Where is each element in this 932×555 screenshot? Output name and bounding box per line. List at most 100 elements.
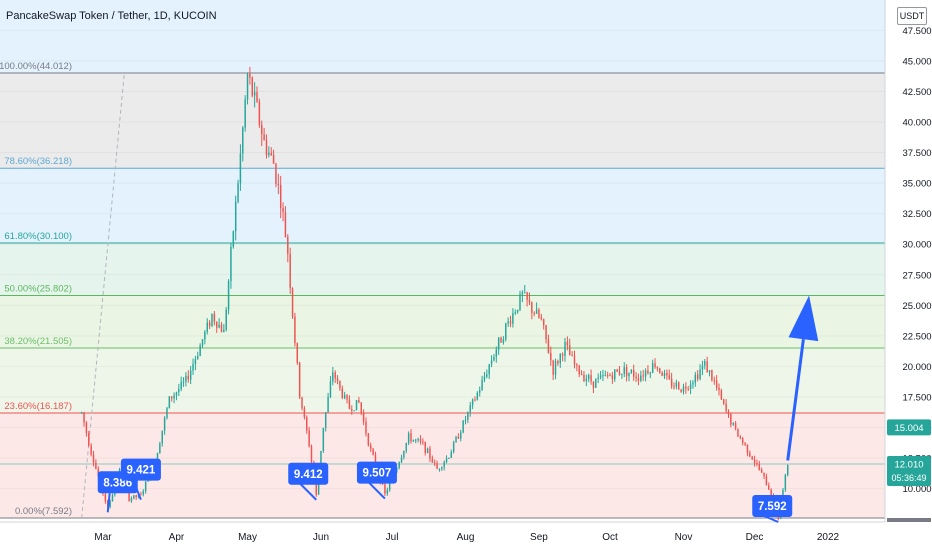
candle-body <box>478 390 481 393</box>
candle-body <box>85 422 88 434</box>
candle-body <box>739 436 742 439</box>
y-tick-label: 20.000 <box>902 362 931 373</box>
candle-body <box>448 457 450 459</box>
y-tick-label: 30.000 <box>902 240 931 251</box>
candle-body <box>419 439 422 442</box>
candle-body <box>644 370 647 377</box>
candle-body <box>749 452 751 457</box>
candle-body <box>685 386 687 389</box>
candle-body <box>433 462 436 464</box>
arrow-head <box>788 295 819 342</box>
candle-body <box>519 294 521 310</box>
candle-body <box>675 382 678 387</box>
candle-body <box>187 375 190 380</box>
candle-body <box>497 337 500 350</box>
candle-body <box>751 456 753 460</box>
candle-body <box>400 457 403 463</box>
candle-body <box>576 364 578 366</box>
candle-body <box>488 364 490 375</box>
candle-body <box>220 324 223 333</box>
candle-body <box>580 374 583 376</box>
candle-body <box>170 396 173 399</box>
candle-body <box>429 448 431 459</box>
candle-body <box>324 412 327 428</box>
x-tick-label: Mar <box>94 532 112 543</box>
candle-body <box>495 349 498 357</box>
candle-body <box>523 292 526 294</box>
candle-body <box>462 420 464 433</box>
candle-body <box>763 472 765 477</box>
candle-body <box>178 388 180 393</box>
candle-body <box>471 399 474 406</box>
candle-body <box>552 360 554 375</box>
candle-body <box>701 365 704 370</box>
annotation-pointer <box>299 483 317 501</box>
candle-body <box>417 439 419 441</box>
candle-body <box>753 459 756 463</box>
fib-band <box>0 348 885 413</box>
x-tick-label: Apr <box>169 532 185 543</box>
candle-body <box>538 309 540 318</box>
candle-body <box>545 325 547 340</box>
candle-body <box>213 314 216 322</box>
candle-body <box>725 403 727 411</box>
candle-body <box>258 101 261 125</box>
candle-body <box>460 432 462 439</box>
candle-body <box>535 309 538 314</box>
candle-body <box>384 484 386 494</box>
candle-body <box>585 378 588 381</box>
price-tag-15 <box>887 419 931 436</box>
currency-badge[interactable]: USDT <box>897 7 927 25</box>
y-tick-label: 27.500 <box>902 270 931 281</box>
candle-body <box>348 399 351 409</box>
candle-body <box>514 312 516 314</box>
candle-body <box>547 339 550 353</box>
candle-body <box>516 309 519 313</box>
candle-body <box>720 390 723 400</box>
candle-body <box>351 408 353 411</box>
candle-body <box>476 392 479 400</box>
candle-body <box>659 368 661 373</box>
candle-body <box>140 494 142 496</box>
candle-body <box>632 369 635 377</box>
candle-body <box>732 423 734 425</box>
candle-body <box>358 400 360 403</box>
candle-body <box>232 231 235 247</box>
candle-body <box>237 183 239 202</box>
candle-body <box>758 463 761 470</box>
candle-body <box>441 467 443 469</box>
fib-label: 100.00%(44.012) <box>0 61 72 72</box>
candle-body <box>493 356 495 361</box>
candle-body <box>230 246 232 281</box>
price-tag-low <box>887 518 931 522</box>
candle-body <box>225 309 227 330</box>
candle-body <box>239 153 242 184</box>
candle-body <box>606 374 609 376</box>
candle-body <box>597 377 599 379</box>
candle-body <box>403 450 405 458</box>
time-axis <box>0 522 932 550</box>
candle-body <box>275 163 277 185</box>
candle-body <box>445 458 448 463</box>
candle-body <box>367 433 370 446</box>
candle-body <box>208 322 211 326</box>
candle-body <box>405 442 408 451</box>
candle-body <box>599 375 602 378</box>
candle-body <box>711 370 713 381</box>
annotation-label: 7.592 <box>758 501 787 513</box>
candle-body <box>97 468 99 477</box>
fib-band-top <box>0 0 885 73</box>
candle-body <box>185 375 187 382</box>
annotation-pointer <box>131 479 142 501</box>
candle-body <box>509 321 512 324</box>
candle-body <box>424 441 426 454</box>
candle-body <box>715 380 718 388</box>
y-tick-label: 42.500 <box>902 87 931 98</box>
candle-body <box>692 382 694 385</box>
candle-body <box>566 341 569 346</box>
x-tick-label: 2022 <box>817 532 840 543</box>
candle-body <box>694 374 697 383</box>
candle-body <box>490 360 493 365</box>
